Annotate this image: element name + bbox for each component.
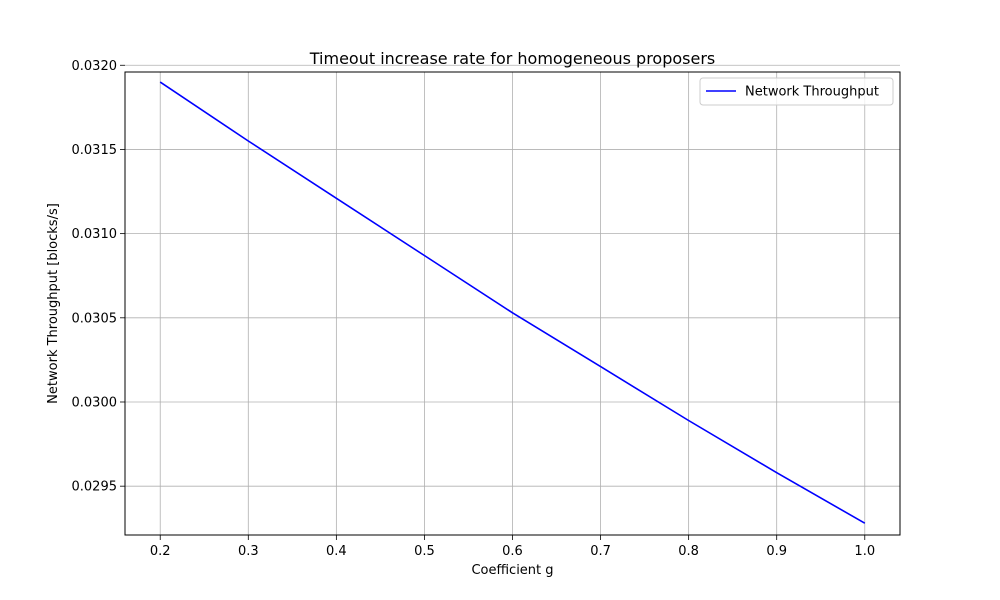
y-tick-label: 0.0320: [72, 59, 118, 74]
y-tick-label: 0.0315: [72, 143, 118, 158]
legend-box: [699, 77, 894, 106]
x-tick-label: 0.9: [766, 544, 787, 559]
y-tick-label: 0.0305: [72, 311, 118, 326]
x-tick-label: 0.4: [326, 544, 347, 559]
y-tick-label: 0.0310: [72, 227, 118, 242]
x-tick-label: 1.0: [854, 544, 875, 559]
y-axis-label: Network Throughput [blocks/s]: [46, 203, 61, 404]
legend: Network Throughput: [699, 77, 894, 106]
x-axis-label: Coefficient g: [471, 563, 553, 578]
x-tick-label: 0.8: [678, 544, 699, 559]
ticks: 0.2 0.3 0.4 0.5 0.6 0.7 0.8 0.9 1.0 0.0295 0.0300 0…: [72, 59, 876, 559]
y-tick-label: 0.0295: [72, 480, 118, 495]
chart-title: Timeout increase rate for homogeneous pr…: [309, 49, 716, 68]
series-layer: [159, 81, 866, 524]
y-tick-label: 0.0300: [72, 395, 118, 410]
x-tick-label: 0.5: [414, 544, 435, 559]
series-line: [159, 81, 866, 524]
x-tick-label: 0.3: [238, 544, 259, 559]
x-tick-label: 0.7: [590, 544, 611, 559]
grid: [125, 64, 900, 535]
legend-label: Network Throughput: [745, 85, 879, 100]
x-tick-label: 0.6: [502, 544, 523, 559]
x-tick-label: 0.2: [150, 544, 171, 559]
